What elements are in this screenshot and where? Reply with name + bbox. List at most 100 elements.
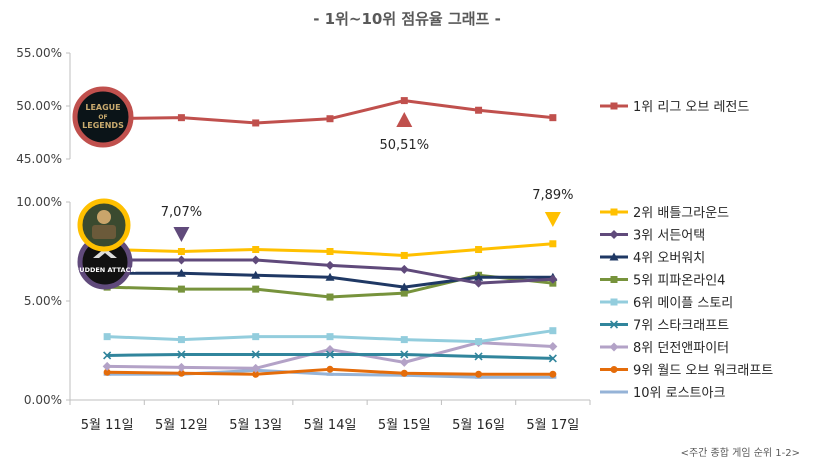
data-point — [177, 114, 185, 122]
x-tick-label: 5월 15일 — [378, 418, 431, 433]
sudden-attack-logo: SUDDEN ATTACK — [75, 234, 136, 290]
data-point — [325, 345, 335, 355]
data-point — [326, 248, 334, 255]
data-point — [326, 293, 334, 301]
data-point — [252, 285, 260, 293]
data-point — [252, 246, 260, 254]
data-point — [474, 278, 484, 288]
data-point — [610, 276, 618, 283]
data-point — [177, 350, 186, 359]
data-point-stroke — [325, 350, 335, 359]
annotation-label: 7,07% — [161, 205, 202, 220]
data-point — [252, 119, 260, 127]
data-point — [177, 248, 185, 255]
data-point-stroke — [609, 320, 619, 329]
data-point — [400, 289, 408, 297]
data-point — [252, 370, 260, 378]
data-point — [609, 252, 619, 261]
y-tick-label: 45.00% — [16, 152, 62, 166]
legend-label: 6위 메이플 스토리 — [633, 296, 733, 311]
annotation-label: 50,51% — [379, 138, 429, 153]
data-point — [475, 370, 483, 378]
legend-label: 8위 던전앤파이터 — [633, 341, 729, 356]
data-point — [103, 351, 112, 360]
data-point — [474, 272, 484, 281]
data-point — [103, 333, 111, 341]
data-point — [548, 342, 558, 352]
data-point-stroke — [251, 350, 260, 359]
battlegrounds-logo — [77, 198, 131, 252]
data-point — [610, 366, 618, 373]
data-point — [325, 272, 335, 281]
data-point-stroke — [400, 350, 409, 359]
x-tick-label: 5월 13일 — [229, 418, 282, 433]
annotation-marker — [544, 212, 561, 227]
data-point — [400, 251, 408, 259]
y-tick-label: 55.00% — [16, 46, 62, 60]
legend-item: 4위 오버워치 — [600, 251, 705, 266]
data-point — [609, 342, 619, 352]
data-point — [548, 274, 558, 284]
logo-text: LEAGUE — [85, 103, 120, 112]
data-point — [400, 336, 408, 344]
data-point-stroke — [177, 350, 186, 359]
data-point — [474, 352, 483, 361]
data-point — [177, 285, 185, 293]
y-tick-label: 0.00% — [24, 393, 62, 407]
data-point — [325, 260, 335, 270]
data-point — [102, 361, 112, 371]
logo-text: OF — [98, 114, 107, 121]
legend-item: 6위 메이플 스토리 — [600, 296, 733, 311]
data-point — [251, 363, 261, 373]
legend-item: 1위 리그 오브 레전드 — [600, 100, 749, 115]
data-point — [549, 327, 557, 335]
data-point — [103, 368, 111, 376]
data-point — [610, 102, 618, 110]
legend-label: 3위 서든어택 — [633, 229, 705, 244]
data-point — [252, 333, 260, 341]
data-point-stroke — [474, 352, 483, 361]
data-point — [610, 208, 618, 216]
x-tick-label: 5월 14일 — [304, 418, 357, 433]
annotation-marker — [173, 227, 190, 242]
data-point — [400, 97, 408, 105]
y-tick-label: 10.00% — [16, 195, 62, 209]
data-point — [609, 230, 619, 239]
annotation-marker — [396, 112, 413, 127]
data-point-stroke — [103, 351, 112, 360]
legend-label: 2위 배틀그라운드 — [633, 206, 729, 221]
legend-label: 10위 로스트아크 — [633, 386, 725, 401]
data-point — [399, 357, 409, 367]
logo-text: LEGENDS — [82, 121, 124, 130]
legend-label: 4위 오버워치 — [633, 251, 705, 266]
logo-figure-head — [97, 210, 111, 224]
data-point — [326, 333, 334, 341]
data-point — [251, 255, 261, 265]
legend-item: 9위 월드 오브 워크래프트 — [600, 364, 773, 379]
series-lines — [102, 97, 558, 379]
data-point — [610, 298, 618, 306]
data-point — [399, 282, 409, 291]
source-note: <주간 종합 게임 순위 1-2> — [681, 446, 800, 459]
data-point — [177, 336, 185, 344]
data-point — [548, 354, 557, 363]
logo-emblem — [93, 248, 117, 258]
legend-item: 5위 피파온라인4 — [600, 274, 725, 289]
legend-item: 10위 로스트아크 — [600, 386, 725, 401]
axes: 55.00% 50.00% 45.00% 10.00% 5.00% 0.00% 5월 11일… — [16, 46, 591, 433]
data-point — [326, 365, 334, 373]
data-point — [400, 369, 408, 377]
data-point — [251, 350, 260, 359]
legend-item: 7위 스타크래프트 — [600, 319, 729, 334]
legend-label: 7위 스타크래프트 — [633, 319, 729, 334]
legend-label: 1위 리그 오브 레전드 — [633, 100, 749, 115]
data-point — [609, 320, 619, 329]
x-tick-label: 5월 17일 — [526, 418, 579, 433]
legend: 1위 리그 오브 레전드 2위 배틀그라운드 3위 서든어택 4위 오버워치 5위 피파… — [600, 100, 773, 401]
legend-item: 2위 배틀그라운드 — [600, 206, 729, 221]
chart-title: - 1위~10위 점유율 그래프 - — [313, 10, 501, 28]
data-point — [475, 338, 483, 346]
